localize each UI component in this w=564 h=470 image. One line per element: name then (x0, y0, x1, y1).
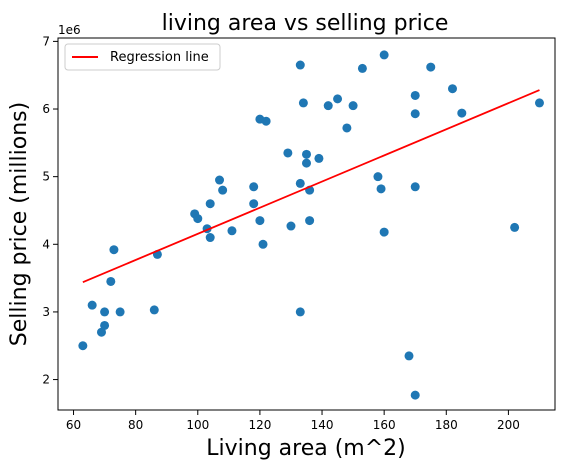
y-tick-label: 6 (42, 102, 50, 116)
data-point (376, 184, 386, 194)
data-point (258, 239, 268, 249)
data-point (348, 101, 358, 111)
data-point (404, 351, 414, 361)
y-offset-label: 1e6 (58, 23, 81, 37)
data-point (106, 276, 116, 286)
data-point (534, 98, 544, 108)
x-tick-label: 80 (128, 418, 143, 432)
data-point (510, 222, 520, 232)
data-point (295, 178, 305, 188)
y-tick-label: 4 (42, 237, 50, 251)
y-tick-label: 5 (42, 170, 50, 184)
data-point (426, 62, 436, 72)
x-tick-label: 180 (435, 418, 458, 432)
regression-line-group (82, 89, 540, 283)
y-tick-label: 3 (42, 305, 50, 319)
data-point (215, 175, 225, 185)
data-point (373, 172, 383, 182)
data-point (205, 199, 215, 209)
data-point (286, 221, 296, 231)
x-tick-label: 140 (311, 418, 334, 432)
y-tick-label: 7 (42, 34, 50, 48)
data-point (302, 158, 311, 168)
data-point (357, 63, 367, 73)
x-tick-label: 60 (66, 418, 81, 432)
data-point (298, 98, 308, 108)
x-tick-label: 160 (373, 418, 396, 432)
data-point (249, 182, 259, 192)
data-point (109, 245, 119, 255)
data-point (100, 307, 110, 317)
data-point (410, 390, 420, 400)
legend-box (64, 43, 221, 71)
data-point (218, 185, 228, 195)
data-point (227, 226, 237, 236)
data-point (379, 227, 389, 237)
data-point (314, 153, 324, 163)
axis-ticks: 60 80 100 120 140 160 180 200 2 3 4 5 6 7 (42, 34, 520, 432)
plot-frame (57, 37, 556, 411)
x-axis-label: Living area (m^2) (206, 436, 405, 461)
x-tick-label: 200 (497, 418, 520, 432)
data-point (379, 50, 389, 60)
data-point (283, 148, 293, 158)
data-point (342, 123, 352, 133)
data-point (457, 108, 467, 118)
data-point (295, 60, 305, 70)
data-point (410, 182, 420, 192)
data-point (87, 300, 97, 310)
data-point (255, 216, 265, 226)
regression-line (82, 89, 540, 283)
data-point (295, 307, 305, 317)
data-point (100, 320, 110, 330)
data-point (205, 233, 215, 243)
data-point (96, 327, 106, 337)
data-point (323, 101, 333, 111)
data-point (302, 149, 311, 159)
data-point (249, 199, 259, 209)
y-tick-label: 2 (42, 373, 50, 387)
legend-label: Regression line (110, 50, 209, 65)
scatter-points (78, 50, 544, 400)
legend: Regression line (64, 43, 221, 71)
x-tick-label: 100 (186, 418, 209, 432)
data-point (193, 214, 203, 224)
chart-title: living area vs selling price (162, 11, 449, 36)
data-point (261, 116, 271, 126)
data-point (305, 216, 315, 226)
y-axis-label: Selling price (millions) (7, 102, 32, 346)
data-point (78, 341, 88, 351)
data-point (410, 109, 420, 119)
data-point (333, 94, 343, 104)
x-tick-label: 120 (248, 418, 271, 432)
data-point (149, 305, 159, 315)
data-point (447, 84, 457, 94)
data-point (115, 307, 125, 317)
data-point (410, 90, 420, 100)
